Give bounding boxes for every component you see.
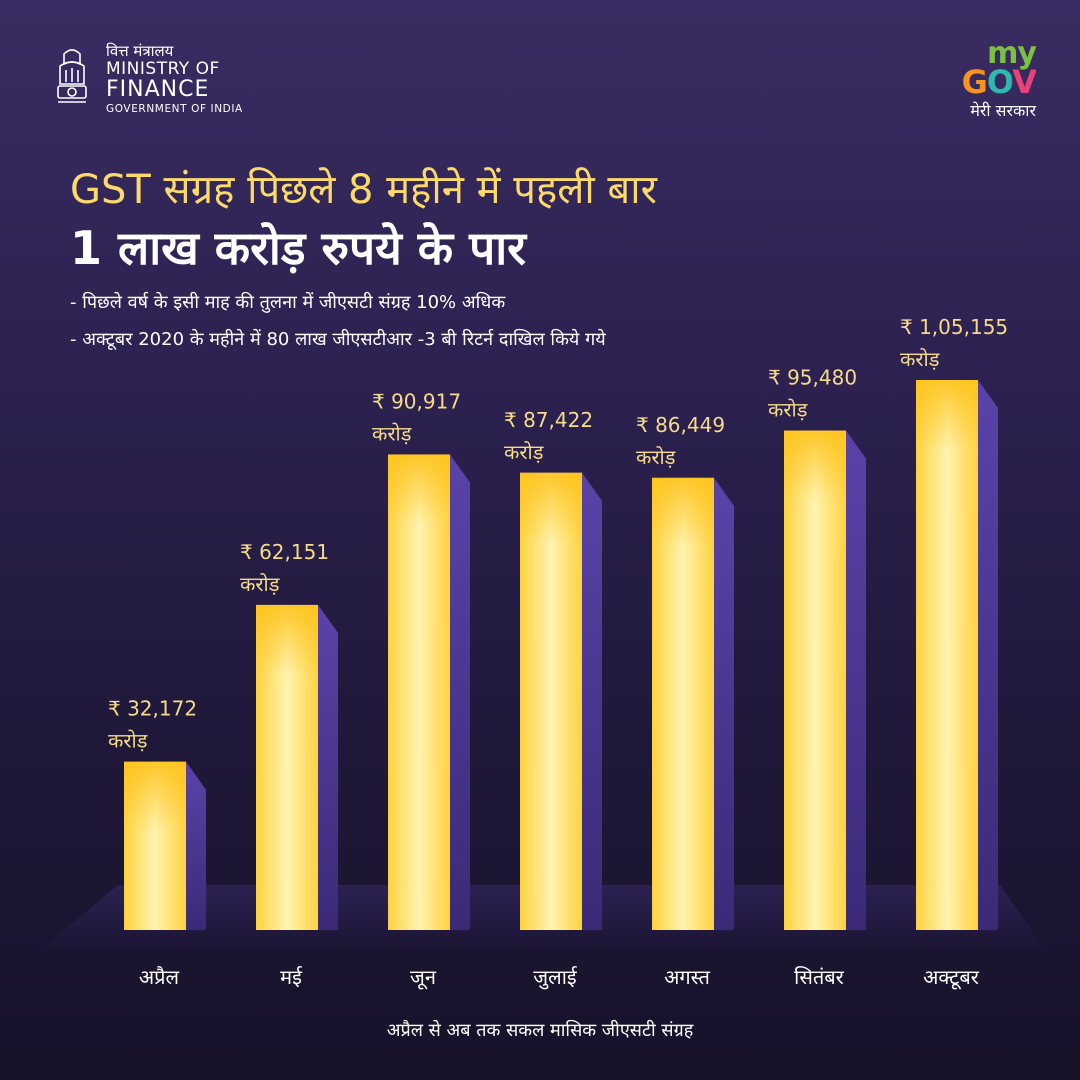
unit-label-6: करोड़ [768, 398, 808, 422]
bar-glow-3 [388, 454, 450, 525]
bar-glow-6 [784, 430, 846, 501]
value-label-7: ₹ 1,05,155 [900, 315, 1008, 339]
value-label-2: ₹ 62,151 [240, 540, 329, 564]
bar-side-7 [978, 380, 998, 930]
bar-glow-2 [256, 604, 318, 675]
bar-side-1 [186, 761, 206, 930]
category-label-4: जुलाई [533, 965, 578, 990]
mygov-logo: my GOV मेरी सरकार [962, 39, 1037, 121]
value-label-6: ₹ 95,480 [768, 366, 857, 390]
bar-5 [652, 477, 714, 930]
value-label-3: ₹ 90,917 [372, 389, 461, 413]
unit-label-7: करोड़ [900, 347, 940, 371]
bullet-point-2: - अक्टूबर 2020 के महीने में 80 लाख जीएसट… [70, 329, 606, 350]
mygov-gov: GOV [962, 66, 1037, 98]
ministry-of: MINISTRY OF [106, 59, 220, 79]
bar-4 [520, 472, 582, 930]
category-label-5: अगस्त [664, 965, 710, 989]
bar-3 [388, 454, 450, 930]
mygov-gov-text: GOV [961, 63, 1037, 101]
category-label-7: अक्टूबर [923, 965, 980, 990]
mygov-my: my [962, 39, 1037, 69]
national-emblem-icon [57, 49, 87, 103]
category-label-6: सितंबर [794, 965, 845, 989]
bar-glow-1 [124, 761, 186, 832]
bar-glow-5 [652, 477, 714, 548]
headline-line1: GST संग्रह पिछले 8 महीने में पहली बार [70, 167, 657, 213]
chart-caption: अप्रैल से अब तक सकल मासिक जीएसटी संग्रह [386, 1020, 694, 1041]
bullet-point-1: - पिछले वर्ष के इसी माह की तुलना में जीए… [70, 292, 506, 313]
ministry-logo: वित्त मंत्रालय MINISTRY OF FINANCE GOVER… [52, 44, 243, 120]
category-label-3: जून [410, 965, 437, 990]
bar-glow-7 [916, 380, 978, 450]
unit-label-1: करोड़ [108, 729, 148, 753]
bar-side-2 [318, 604, 338, 930]
unit-label-3: करोड़ [372, 421, 412, 445]
bar-side-3 [450, 454, 470, 930]
value-label-5: ₹ 86,449 [636, 413, 725, 437]
unit-label-2: करोड़ [240, 572, 280, 596]
mygov-my-text: my [987, 36, 1037, 71]
bar-side-5 [714, 477, 734, 930]
headline-line2: 1 लाख करोड़ रुपये के पार [70, 221, 526, 275]
category-label-2: मई [280, 965, 303, 989]
bar-glow-4 [520, 472, 582, 543]
mygov-tagline: मेरी सरकार [970, 101, 1036, 121]
ministry-finance: FINANCE [106, 77, 210, 102]
bar-side-6 [846, 430, 866, 930]
category-label-1: अप्रैल [139, 965, 180, 989]
bar-7 [916, 380, 978, 930]
bar-6 [784, 430, 846, 930]
value-label-1: ₹ 32,172 [108, 697, 197, 721]
unit-label-5: करोड़ [636, 445, 676, 469]
ministry-hindi: वित्त मंत्रालय [106, 42, 174, 60]
unit-label-4: करोड़ [504, 440, 544, 464]
value-label-4: ₹ 87,422 [504, 408, 593, 432]
bar-side-4 [582, 472, 602, 930]
ministry-government: GOVERNMENT OF INDIA [106, 103, 243, 115]
